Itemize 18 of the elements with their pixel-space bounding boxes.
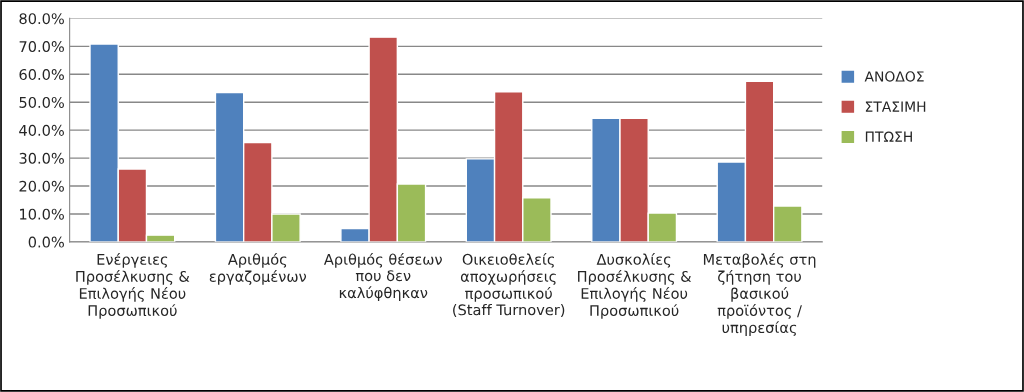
x-tick-label: Μεταβολές στη ζήτηση του βασικού προϊόντος / υπηρεσίας [703,252,816,336]
y-tick-label: 60.0% [19,69,64,81]
x-tick-label: Αριθμός θέσεων που δεν καλύφθηκαν [323,252,442,302]
y-tick-label: 0.0% [28,236,64,248]
y-tick-label: 10.0% [20,208,64,220]
y-tick-label: 30.0% [19,152,64,164]
x-tick-label: Ενέργειες Προσέλκυσης & Επιλογής Νέου Προσωπικού [76,252,190,319]
legend-label: ΠΤΩΣΗ [865,131,912,142]
y-tick-label: 80.0% [19,13,64,25]
y-tick-label: 70.0% [19,41,64,53]
y-tick-label: 40.0% [19,124,64,136]
x-tick-label: Δυσκολίες Προσέλκυσης & Επιλογής Νέου Προσωπικού [578,252,692,319]
x-tick-label: Αριθμός εργαζομένων [209,252,307,285]
x-tick-label: Οικειοθελείς αποχωρήσεις προσωπικού (Staff Turnover) [453,252,565,318]
legend-label: ΣΤΑΣΙΜΗ [865,101,926,112]
legend-label: ΑΝΟΔΟΣ [864,71,924,82]
y-tick-label: 50.0% [19,96,64,108]
y-tick-label: 20.0% [19,180,64,192]
